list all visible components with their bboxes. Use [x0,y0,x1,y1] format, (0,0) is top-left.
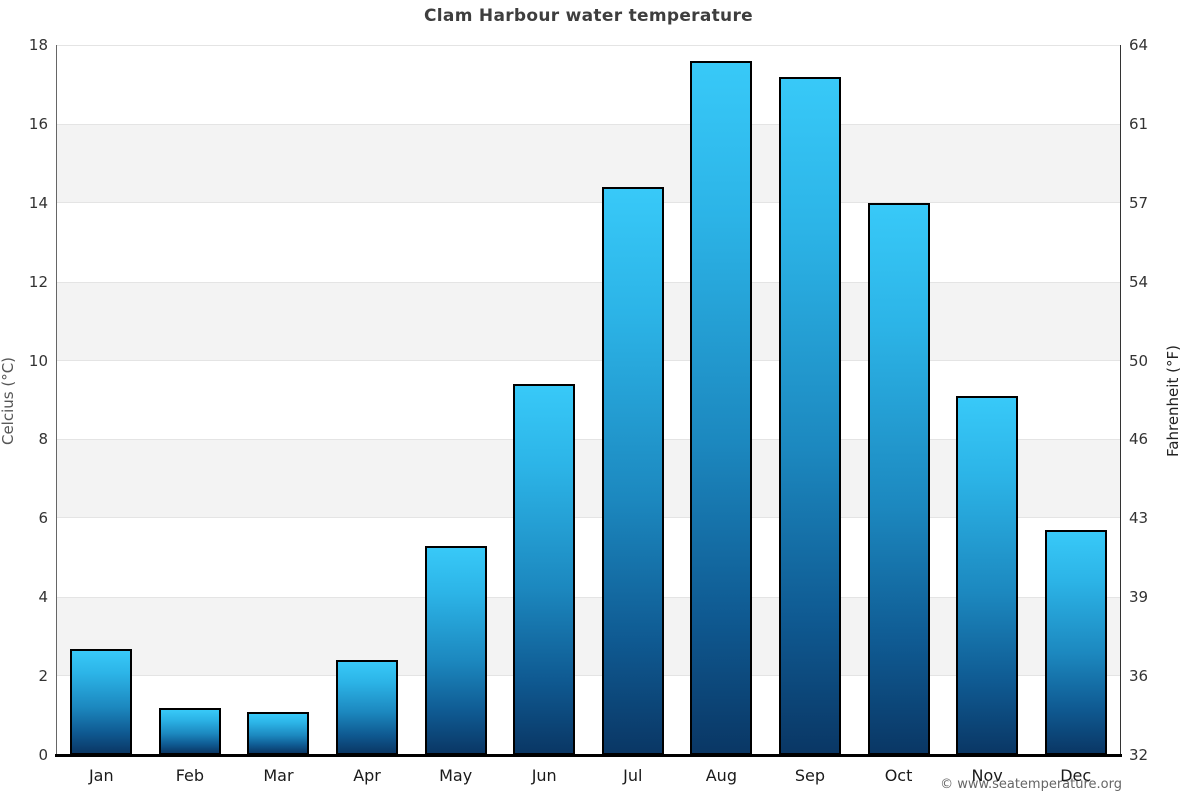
x-label-feb: Feb [175,766,205,785]
bar-dec [1044,530,1107,755]
y-tick-celsius: 4 [38,588,48,607]
bar-oct [867,202,930,755]
grid-band [57,281,1120,361]
y-tick-fahrenheit: 36 [1129,667,1149,686]
y-tick-celsius: 2 [38,667,48,686]
grid-band [57,123,1120,203]
y-tick-fahrenheit: 32 [1129,746,1149,764]
right-axis-spine [1120,45,1121,756]
x-label-apr: Apr [353,766,381,785]
bar-jul [601,187,664,755]
x-label-jun: Jun [531,766,557,785]
x-label-mar: Mar [263,766,294,785]
x-label-oct: Oct [884,766,913,785]
x-axis-line [55,754,1122,757]
bar-feb [158,707,221,755]
y-tick-fahrenheit: 43 [1129,509,1149,528]
y-tick-fahrenheit: 64 [1129,36,1149,54]
x-label-may: May [439,766,473,785]
x-label-nov: Nov [971,766,1003,785]
plot-area [57,45,1120,755]
x-label-aug: Aug [705,766,737,785]
left-axis-spine [56,45,57,755]
y-tick-celsius: 16 [28,114,48,133]
x-label-sep: Sep [794,766,826,785]
bar-nov [956,396,1019,755]
bar-jun [513,384,576,755]
x-label-jan: Jan [88,766,114,785]
y-tick-celsius: 10 [28,351,48,370]
bar-may [424,545,487,755]
x-label-dec: Dec [1060,766,1092,785]
y-tick-celsius: 6 [38,509,48,528]
bar-aug [690,60,753,755]
y-tick-fahrenheit: 57 [1129,193,1149,212]
bar-mar [247,711,310,755]
y-tick-celsius: 0 [38,746,48,764]
grid-band [57,597,1120,677]
chart-title: Clam Harbour water temperature [424,6,753,26]
y-tick-fahrenheit: 54 [1129,272,1149,291]
y-tick-celsius: 8 [38,430,48,449]
gridline-top [57,45,1120,46]
y-tick-fahrenheit: 50 [1129,351,1149,370]
grid-band [57,439,1120,519]
y-tick-celsius: 12 [28,272,48,291]
y-tick-celsius: 18 [28,36,48,54]
bar-jan [70,648,133,755]
y-tick-fahrenheit: 39 [1129,588,1149,607]
y-tick-celsius: 14 [28,193,48,212]
y-tick-fahrenheit: 61 [1129,114,1149,133]
bar-sep [778,76,841,755]
bar-apr [336,660,399,755]
copyright-text: © www.seatemperature.org [940,777,1122,792]
x-label-jul: Jul [623,766,643,785]
y-tick-fahrenheit: 46 [1129,430,1149,449]
